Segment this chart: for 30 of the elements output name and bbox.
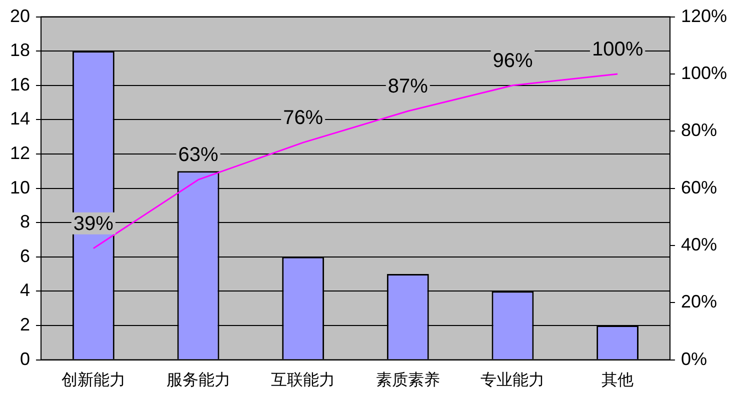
x-tick-label: 互联能力 bbox=[271, 370, 336, 389]
y-tick-label: 8 bbox=[20, 212, 30, 232]
y-tick-label: 12 bbox=[10, 142, 30, 163]
y2-tick-label: 20% bbox=[680, 292, 717, 312]
y2-tick-label: 0% bbox=[680, 348, 707, 369]
y-tick-label: 20 bbox=[10, 6, 30, 26]
y2-tick-label: 100% bbox=[680, 62, 728, 83]
y-tick-label: 4 bbox=[20, 280, 30, 300]
y-tick-label: 0 bbox=[20, 348, 30, 369]
x-tick-label: 服务能力 bbox=[166, 370, 230, 389]
y-tick-label: 10 bbox=[10, 177, 30, 198]
y-tick-label: 6 bbox=[20, 246, 30, 266]
x-tick-label: 素质素养 bbox=[376, 370, 440, 389]
y-tick-label: 18 bbox=[10, 40, 30, 60]
data-label: 96% bbox=[492, 50, 533, 72]
x-tick-label: 专业能力 bbox=[480, 370, 545, 389]
y-tick-label: 14 bbox=[10, 108, 30, 129]
data-label: 76% bbox=[283, 107, 324, 130]
y2-tick-label: 120% bbox=[680, 6, 728, 26]
data-label: 100% bbox=[592, 38, 644, 60]
y2-tick-label: 60% bbox=[680, 177, 717, 198]
data-label: 63% bbox=[178, 144, 218, 166]
y-tick-label: 2 bbox=[20, 314, 30, 334]
y2-tick-label: 40% bbox=[680, 234, 717, 254]
x-tick-label: 其他 bbox=[602, 370, 634, 389]
data-label: 87% bbox=[388, 76, 428, 98]
x-tick-label: 创新能力 bbox=[61, 370, 126, 389]
data-label: 39% bbox=[73, 212, 114, 235]
y2-tick-label: 80% bbox=[680, 120, 717, 140]
y-tick-label: 16 bbox=[10, 74, 30, 94]
